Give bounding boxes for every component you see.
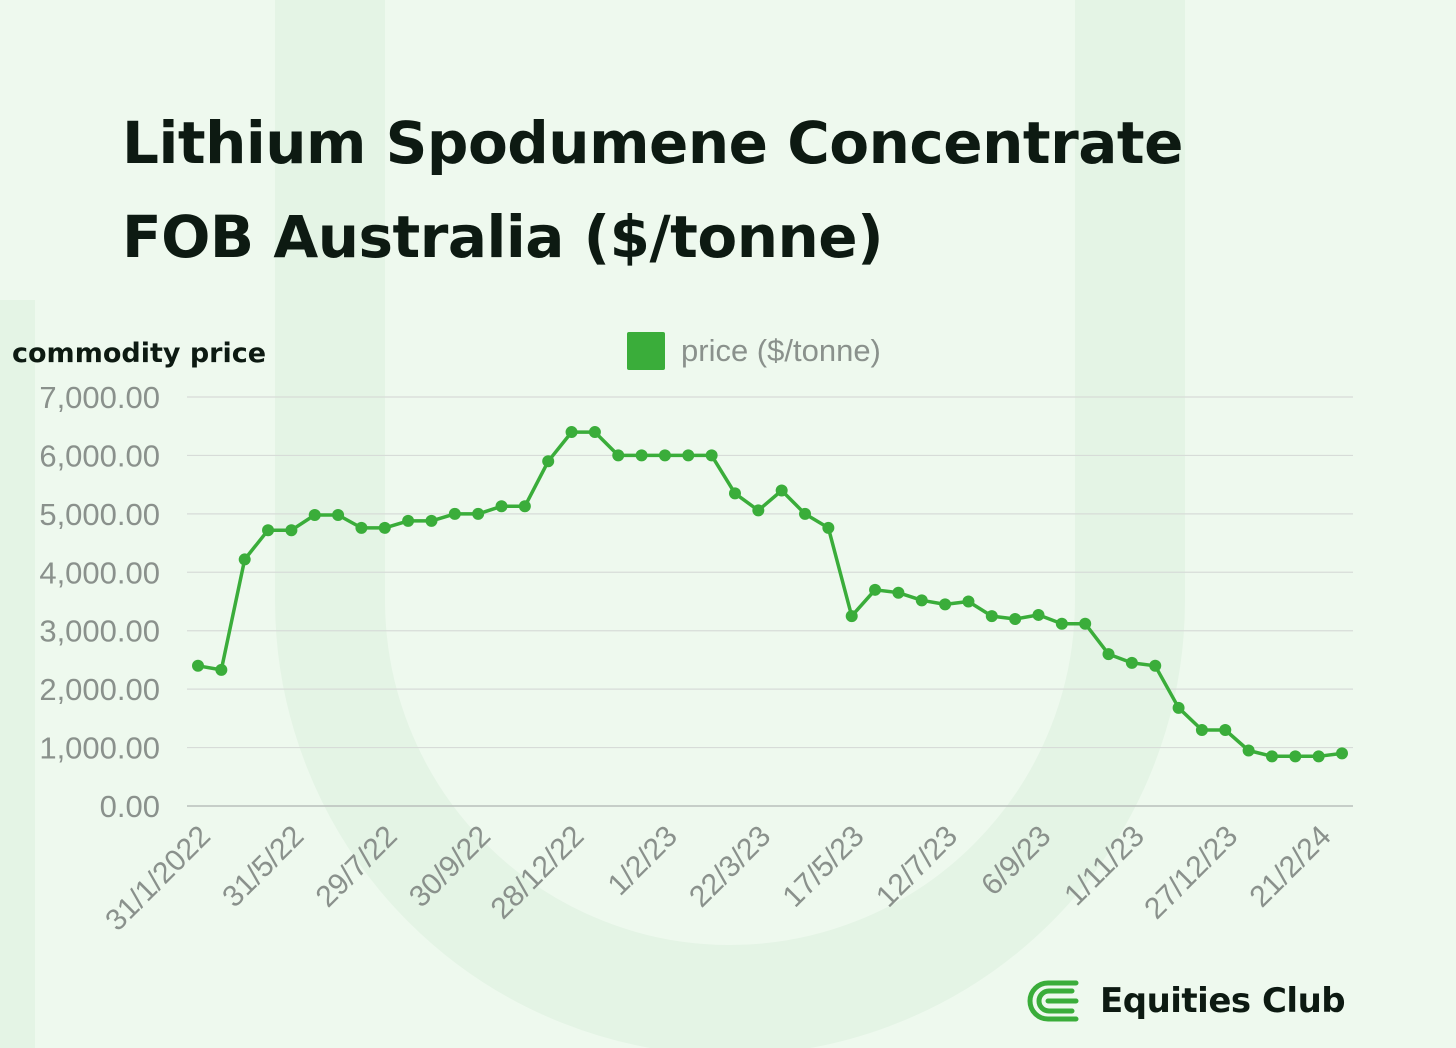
y-tick-label: 2,000.00 bbox=[39, 672, 160, 707]
data-point bbox=[448, 507, 461, 520]
data-point bbox=[262, 524, 275, 537]
y-tick-label: 7,000.00 bbox=[39, 380, 160, 415]
data-point bbox=[775, 484, 788, 497]
x-tick-label: 21/2/24 bbox=[1243, 820, 1337, 914]
x-tick-label: 6/9/23 bbox=[975, 820, 1057, 902]
data-point bbox=[612, 449, 625, 462]
data-point bbox=[378, 521, 391, 534]
data-point bbox=[728, 487, 741, 500]
data-point bbox=[588, 426, 601, 439]
x-tick-label: 1/11/23 bbox=[1058, 820, 1151, 913]
data-point bbox=[1009, 613, 1022, 626]
y-tick-label: 1,000.00 bbox=[39, 731, 160, 766]
data-point bbox=[799, 507, 812, 520]
data-point bbox=[215, 663, 228, 676]
y-tick-label: 6,000.00 bbox=[39, 438, 160, 473]
data-point bbox=[1219, 724, 1232, 737]
data-point bbox=[1289, 750, 1302, 763]
data-point bbox=[472, 507, 485, 520]
brand-name: Equities Club bbox=[1100, 981, 1346, 1021]
data-point bbox=[635, 449, 648, 462]
data-point bbox=[822, 521, 835, 534]
data-point bbox=[869, 583, 882, 596]
data-point bbox=[192, 659, 204, 672]
data-point bbox=[425, 514, 438, 527]
data-point bbox=[308, 509, 321, 522]
data-point bbox=[285, 524, 298, 537]
chart-title-line-1: Lithium Spodumene Concentrate bbox=[122, 109, 1183, 177]
data-point bbox=[1149, 659, 1162, 672]
data-point bbox=[962, 595, 975, 608]
equities-club-logo-icon bbox=[1027, 980, 1079, 1022]
legend-label: price ($/tonne) bbox=[681, 333, 881, 368]
x-tick-label: 12/7/23 bbox=[870, 820, 964, 914]
y-tick-label: 0.00 bbox=[100, 789, 160, 824]
x-tick-label: 17/5/23 bbox=[777, 820, 871, 914]
data-point bbox=[355, 521, 368, 534]
data-point bbox=[752, 504, 765, 517]
price-series-points bbox=[192, 426, 1348, 763]
price-series-line bbox=[197, 430, 1343, 759]
y-axis-ticks: 0.00 1,000.00 2,000.00 3,000.00 4,000.00 5,00… bbox=[39, 380, 160, 824]
data-point bbox=[402, 514, 415, 527]
data-point bbox=[1312, 750, 1325, 763]
data-point bbox=[705, 449, 718, 462]
data-point bbox=[1102, 648, 1115, 661]
x-tick-label: 22/3/23 bbox=[683, 820, 777, 914]
data-point bbox=[332, 509, 345, 522]
data-point bbox=[682, 449, 695, 462]
data-point bbox=[495, 500, 508, 513]
x-tick-label: 30/9/22 bbox=[403, 820, 497, 914]
data-point bbox=[892, 586, 905, 599]
x-tick-label: 1/2/23 bbox=[602, 820, 684, 902]
data-point bbox=[542, 455, 555, 468]
brand: Equities Club bbox=[1026, 976, 1346, 1026]
x-tick-label: 29/7/22 bbox=[310, 820, 404, 914]
x-tick-label: 27/12/23 bbox=[1138, 820, 1244, 926]
data-point bbox=[658, 449, 671, 462]
data-point bbox=[1242, 744, 1255, 757]
y-tick-label: 3,000.00 bbox=[39, 614, 160, 649]
data-point bbox=[1055, 617, 1068, 630]
data-point bbox=[1172, 701, 1185, 714]
data-point bbox=[1336, 747, 1348, 760]
chart-legend: price ($/tonne) bbox=[627, 332, 881, 370]
chart-title-line-2: FOB Australia ($/tonne) bbox=[122, 203, 884, 271]
legend-swatch bbox=[627, 332, 665, 370]
data-point bbox=[1265, 750, 1278, 763]
data-point bbox=[565, 426, 578, 439]
data-point bbox=[1195, 724, 1208, 737]
y-tick-label: 4,000.00 bbox=[39, 555, 160, 590]
x-tick-label: 31/1/2022 bbox=[99, 820, 217, 938]
data-point bbox=[1079, 617, 1092, 630]
y-tick-label: 5,000.00 bbox=[39, 497, 160, 532]
y-axis-label: commodity price bbox=[12, 338, 267, 369]
data-point bbox=[1125, 656, 1138, 669]
data-point bbox=[985, 610, 998, 623]
data-point bbox=[1032, 608, 1045, 621]
data-point bbox=[238, 553, 251, 566]
data-point bbox=[518, 500, 531, 513]
chart-title: Lithium Spodumene Concentrate FOB Austra… bbox=[122, 96, 1322, 284]
x-tick-label: 28/12/22 bbox=[485, 820, 591, 926]
x-tick-label: 31/5/22 bbox=[216, 820, 310, 914]
data-point bbox=[845, 610, 858, 623]
grid-lines bbox=[187, 396, 1353, 807]
data-point bbox=[915, 594, 928, 607]
data-point bbox=[939, 598, 952, 611]
